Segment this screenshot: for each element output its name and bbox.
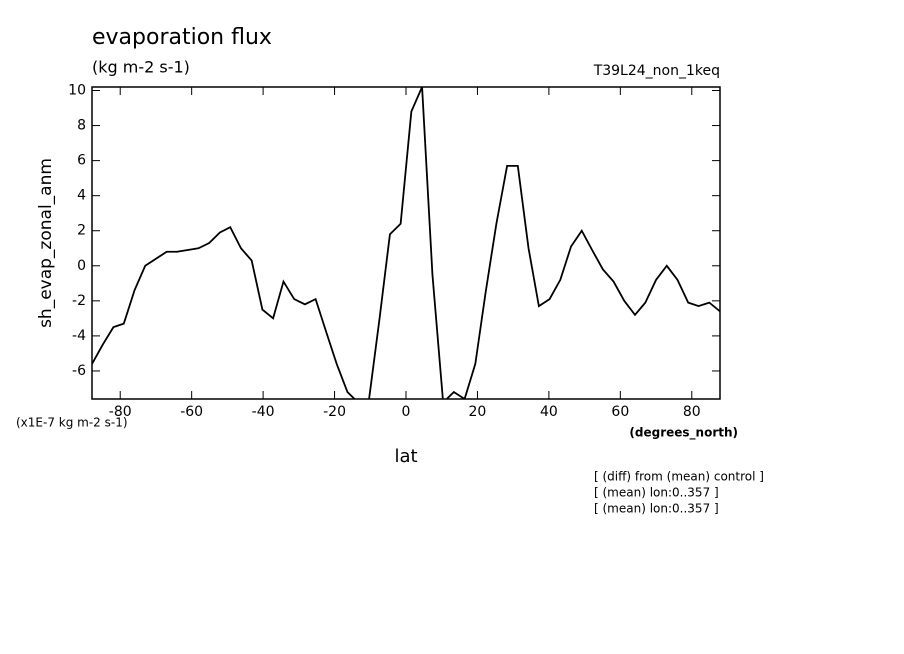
x-tick-label: -20 [323,404,346,420]
y-tick-label: 0 [77,258,86,274]
run-label: T39L24_non_1keq [593,63,720,79]
x-tick-label: -40 [252,404,275,420]
x-tick-label: 40 [540,404,558,420]
y-tick-label: -4 [72,328,86,344]
note: [ (mean) lon:0..357 ] [594,502,719,516]
x-tick-label: 20 [469,404,487,420]
plot-frame [91,86,721,400]
chart-title: evaporation flux [92,25,272,50]
y-tick-label: -6 [72,363,86,379]
x-tick-label: 60 [611,404,629,420]
data-line [92,87,720,399]
x-tick-label: 0 [402,404,411,420]
note: [ (mean) lon:0..357 ] [594,486,719,500]
y-tick-label: 2 [77,223,86,239]
y-tick-label: 8 [77,118,86,134]
y-axis-label: sh_evap_zonal_anm [36,158,56,328]
y-tick-label: -2 [72,293,86,309]
chart-subtitle: (kg m-2 s-1) [92,58,190,77]
note: [ (diff) from (mean) control ] [594,470,764,484]
y-tick-label: 10 [68,83,86,99]
x-tick-label: 80 [683,404,701,420]
y-unit: (x1E-7 kg m-2 s-1) [16,416,128,430]
x-tick-label: -60 [180,404,203,420]
x-unit: (degrees_north) [629,426,738,441]
y-tick-label: 4 [77,188,86,204]
x-axis-label: lat [394,446,417,467]
x-tick-label: -80 [109,404,132,420]
y-tick-label: 6 [77,153,86,169]
